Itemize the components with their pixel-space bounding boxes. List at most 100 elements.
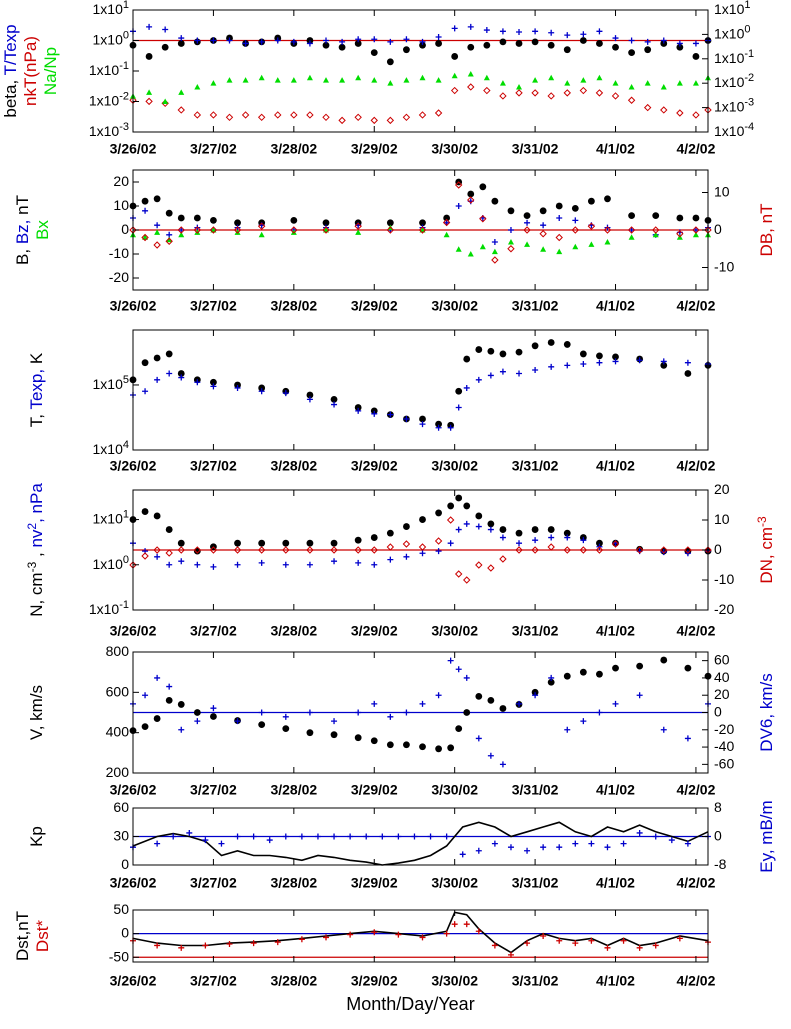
panel-7-series-2-point [556, 937, 563, 944]
panel-4-series-2-point [306, 561, 313, 568]
panel-2-series-4-point [153, 241, 161, 249]
panel-5-series-2-point [455, 666, 462, 673]
panel-2-date-label: 3/26/02 [110, 298, 157, 314]
panel-3-series-2-point [684, 359, 691, 366]
panel-5-series-1-point [660, 656, 668, 664]
panel-6-series-2-point [636, 829, 643, 836]
panel-3-series-1-point [435, 420, 442, 428]
panel-4-series-3-point [475, 561, 483, 569]
panel-3-ytick-left-label: 1x104 [93, 439, 129, 457]
panel-4-series-2-point [580, 537, 587, 544]
panel-4-series-1-point [563, 529, 571, 537]
panel-1-series-3-point [676, 109, 684, 117]
panel-5-date-label: 3/30/02 [431, 782, 478, 798]
panel-2-series-3-point [524, 241, 531, 247]
panel-4-series-3-point [257, 546, 266, 554]
panel-1-series-2-point [483, 27, 490, 34]
panel-5-series-2-point [564, 726, 571, 733]
panel-5-ytick-right-label: 0 [714, 703, 722, 719]
panel-1-date-label: 3/27/02 [190, 141, 237, 157]
panel-5-date-label: 3/28/02 [270, 782, 317, 798]
panel-4-series-1-point [165, 526, 173, 533]
panel-7-ytick-left-label: 50 [113, 901, 129, 917]
panel-1-series-3-point [579, 86, 588, 95]
panel-6-series-2-point [604, 844, 611, 851]
panel-4-series-2-point [564, 534, 571, 541]
panel-3-series-2-point [355, 407, 362, 414]
panel-1-series-1-point [531, 38, 539, 46]
panel-1-series-2-point [274, 37, 281, 44]
panel-3-series-2-point [371, 410, 378, 417]
panel-2-series-4-point [603, 226, 612, 234]
panel-6-series-2-point [427, 833, 434, 840]
panel-4-series-1-point [596, 539, 603, 547]
panel-7-series-1 [132, 911, 709, 954]
panel-1-series-2-point [146, 23, 153, 30]
panel-1-series-2-point [258, 38, 265, 45]
panel-5-series-1-point [306, 729, 314, 737]
panel-1-ytick-right-label: 1x10-3 [714, 97, 754, 115]
panel-5-series-1-point [141, 723, 149, 731]
panel-2-ylabel-left-2: Bx [33, 220, 52, 240]
panel-3-series-1-point [563, 341, 571, 348]
panel-6-series-2-point [411, 833, 418, 840]
panel-4-series-3-point [635, 546, 644, 554]
panel-5-series-1-point [447, 744, 455, 752]
panel-7-ylabel-left-2: Dst* [33, 920, 52, 953]
panel-3-series-1-point [306, 391, 314, 399]
panel-3-series-2-point [580, 361, 587, 368]
panel-2-series-3-point [355, 229, 362, 235]
panel-7-series-2-point [636, 944, 643, 951]
panel-4-series-3-point [434, 537, 443, 545]
panel-2-series-1-point [290, 217, 298, 224]
panel-4-series-1-point [419, 516, 426, 523]
panel-1-series-2-point [355, 36, 362, 43]
panel-3-date-label: 3/29/02 [351, 458, 398, 474]
panel-2-series-3-point [166, 236, 173, 243]
panel-5-series-1-point [370, 737, 378, 745]
panel-1-series-2-point [290, 38, 297, 45]
panel-1-series-1 [129, 34, 712, 66]
panel-1-ylabel-left-1: beta, T/Texp [1, 24, 20, 117]
panel-1-series-4-point [323, 77, 330, 83]
panel-1-series-1-point [579, 37, 587, 44]
panel-7-series-2-point [419, 934, 426, 941]
panel-2-series-3-point [572, 243, 579, 250]
panel-6-series-2-point [524, 847, 531, 854]
panel-2-series-4-point [442, 218, 451, 227]
panel-4-series-2-point [463, 520, 470, 527]
panel-3-series-2-point [331, 401, 338, 408]
panel-2-series-3-point [467, 251, 474, 257]
panel-2-ytick-right-label: 0 [714, 221, 722, 237]
panel-2-date-label: 4/2/02 [676, 298, 715, 314]
panel-2-series-3-point [154, 229, 161, 235]
panel-3-series-2-point [636, 357, 643, 364]
panel-6-series-2-point [250, 833, 257, 840]
panel-1-ytick-right-label: 1x101 [714, 0, 750, 17]
panel-1-series-1-point [676, 43, 684, 51]
panel-6-ytick-right-label: 0 [714, 827, 722, 843]
panel-2-series-2-point [628, 227, 635, 233]
panel-3-date-label: 3/27/02 [190, 458, 237, 474]
panel-1-date-label: 3/28/02 [270, 141, 317, 157]
panel-1-series-1-point [612, 43, 619, 51]
panel-1-series-1-point [354, 40, 362, 47]
panel-4-series-2-point [178, 558, 185, 565]
panel-7-series-1-line [132, 911, 709, 954]
panel-4-date-label: 4/2/02 [676, 623, 715, 639]
panel-1-series-4-point [548, 74, 555, 81]
panel-5-ytick-right-label: -60 [714, 755, 734, 771]
panel-2-series-3-point [692, 231, 699, 238]
panel-3-series-2-point [306, 396, 313, 403]
panel-4-ytick-right-label: -10 [714, 571, 734, 587]
panel-7-series-2-point [298, 936, 305, 943]
panel-4-series-1-point [370, 534, 378, 541]
panel-2-series-4-point [652, 226, 660, 234]
panel-6-series-2-point [347, 833, 354, 840]
panel-7-series-2-point [178, 944, 185, 951]
panel-2-series-4-point [141, 233, 149, 242]
panel-1-series-3-point [370, 116, 378, 125]
panel-1-series-3-point [257, 113, 266, 122]
panel-6-ylabel-left-1: Kp [27, 826, 46, 847]
panel-4-date-label: 3/28/02 [270, 623, 317, 639]
